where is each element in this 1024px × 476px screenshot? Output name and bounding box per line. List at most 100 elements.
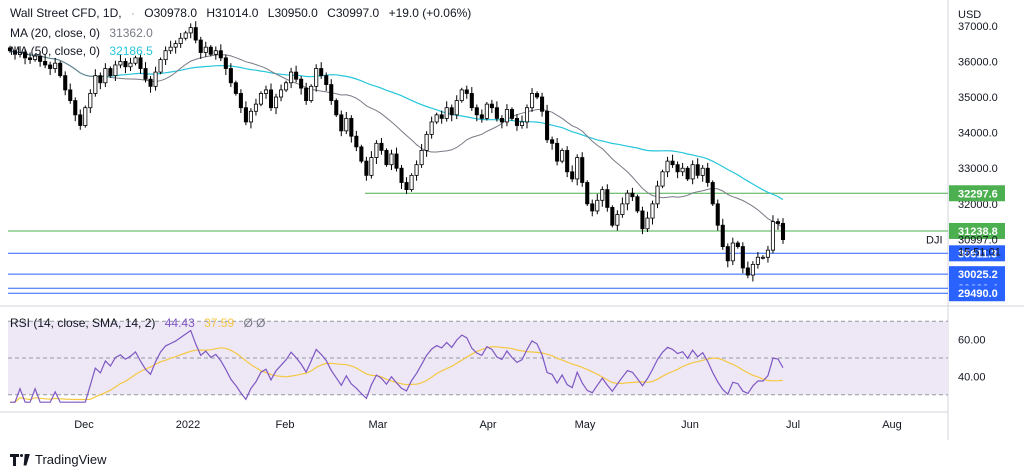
candle-body (354, 135, 359, 148)
price-tick-label: 34000.0 (958, 128, 998, 140)
candle-body (284, 82, 289, 91)
candle-body (268, 89, 274, 109)
candle-body (58, 62, 63, 77)
candle-body (680, 167, 685, 173)
candle-body (399, 167, 404, 183)
candle-body (394, 153, 399, 169)
candle-body (655, 185, 660, 205)
level-price-label: 31238.8 (958, 226, 998, 238)
time-tick-label: Aug (882, 419, 902, 431)
ma20-label: MA (20, close, 0) (10, 26, 101, 40)
candle-body (118, 61, 123, 66)
symbol-legend: Wall Street CFD, 1D, · O30978.0 H31014.0… (10, 6, 477, 20)
rsi-line (10, 329, 784, 403)
time-tick-label: Dec (74, 419, 94, 431)
level-price-tag (949, 222, 1005, 239)
candle-body (143, 68, 148, 80)
symbol-tag: DJI (926, 235, 943, 247)
candle-body (685, 167, 690, 180)
candle-body (108, 68, 113, 77)
candle-body (600, 189, 605, 201)
candle-body (705, 167, 710, 183)
ma50-legend[interactable]: MA (50, close, 0) 32186.5 (10, 44, 159, 58)
candle-body (630, 192, 635, 198)
ma50-value: 32186.5 (109, 44, 153, 58)
candle-body (243, 107, 248, 123)
candle-body (389, 153, 394, 166)
candle-body (409, 174, 414, 191)
candle-body (309, 85, 314, 101)
candle-body (755, 256, 760, 265)
candle-body (364, 160, 369, 176)
candle-body (519, 121, 525, 126)
candle-body (760, 256, 765, 259)
candle-body (454, 100, 459, 116)
candle-body (424, 134, 429, 151)
candle-body (635, 196, 640, 212)
candle-body (369, 157, 374, 176)
candle-body (429, 121, 434, 135)
candle-body (33, 55, 38, 61)
rsi-label: RSI (14, close, SMA, 14, 2) (10, 316, 156, 330)
candle-body (188, 27, 193, 34)
price-change: +19.0 (+0.06%) (388, 6, 472, 20)
rsi-tick-label: 60.00 (958, 335, 986, 347)
candle-body (168, 46, 173, 52)
price-tick-label: 33000.0 (958, 163, 998, 175)
candle-body (48, 64, 53, 69)
candle-body (555, 142, 560, 162)
candle-body (73, 100, 78, 116)
candle-body (710, 182, 715, 205)
candle-body (615, 214, 620, 226)
candle-body (324, 75, 329, 85)
bar-countdown: 15:51:01 (958, 247, 1001, 259)
candle-body (178, 37, 183, 45)
candle-body (770, 221, 775, 251)
candle-body (524, 107, 530, 123)
time-tick-label: Feb (276, 419, 295, 431)
candle-body (765, 249, 770, 258)
ma20-value: 31362.0 (109, 26, 153, 40)
candle-body (540, 96, 545, 112)
rsi-value: 44.43 (164, 316, 195, 330)
candle-body (735, 242, 740, 247)
candle-body (274, 96, 279, 109)
candle-body (68, 89, 73, 101)
candle-body (223, 57, 228, 69)
candle-body (228, 68, 233, 84)
candle-body (585, 182, 590, 205)
ohlc-close: C30997.0 (327, 6, 380, 20)
candle-body (233, 82, 238, 94)
candle-body (359, 146, 364, 162)
time-tick-label: Mar (369, 419, 388, 431)
level-price-label: 29490.0 (958, 288, 998, 300)
tradingview-brand[interactable]: TradingView (10, 452, 107, 467)
candle-body (83, 107, 88, 126)
candle-body (138, 57, 143, 69)
ohlc-high: H31014.0 (206, 6, 259, 20)
candle-body (509, 109, 514, 119)
symbol-title[interactable]: Wall Street CFD, 1D, (10, 6, 122, 20)
candle-body (379, 142, 384, 151)
candle-body (198, 39, 203, 53)
candle-body (113, 64, 118, 77)
candle-body (645, 217, 650, 230)
candle-body (725, 246, 730, 262)
rsi-legend[interactable]: RSI (14, close, SMA, 14, 2) 44.43 37.59 … (10, 316, 272, 330)
candle-body (560, 150, 565, 162)
candle-body (208, 46, 213, 55)
candle-body (780, 223, 786, 240)
candle-body (163, 50, 168, 61)
candle-body (479, 114, 484, 119)
candle-body (339, 114, 344, 132)
candle-body (414, 164, 419, 176)
candle-body (12, 50, 18, 55)
candle-body (419, 150, 424, 166)
level-price-label: 30611.3 (958, 248, 997, 260)
candle-body (610, 207, 615, 226)
candle-body (193, 27, 198, 41)
candle-body (459, 89, 464, 101)
candle-body (625, 192, 630, 205)
ma20-legend[interactable]: MA (20, close, 0) 31362.0 (10, 26, 159, 40)
